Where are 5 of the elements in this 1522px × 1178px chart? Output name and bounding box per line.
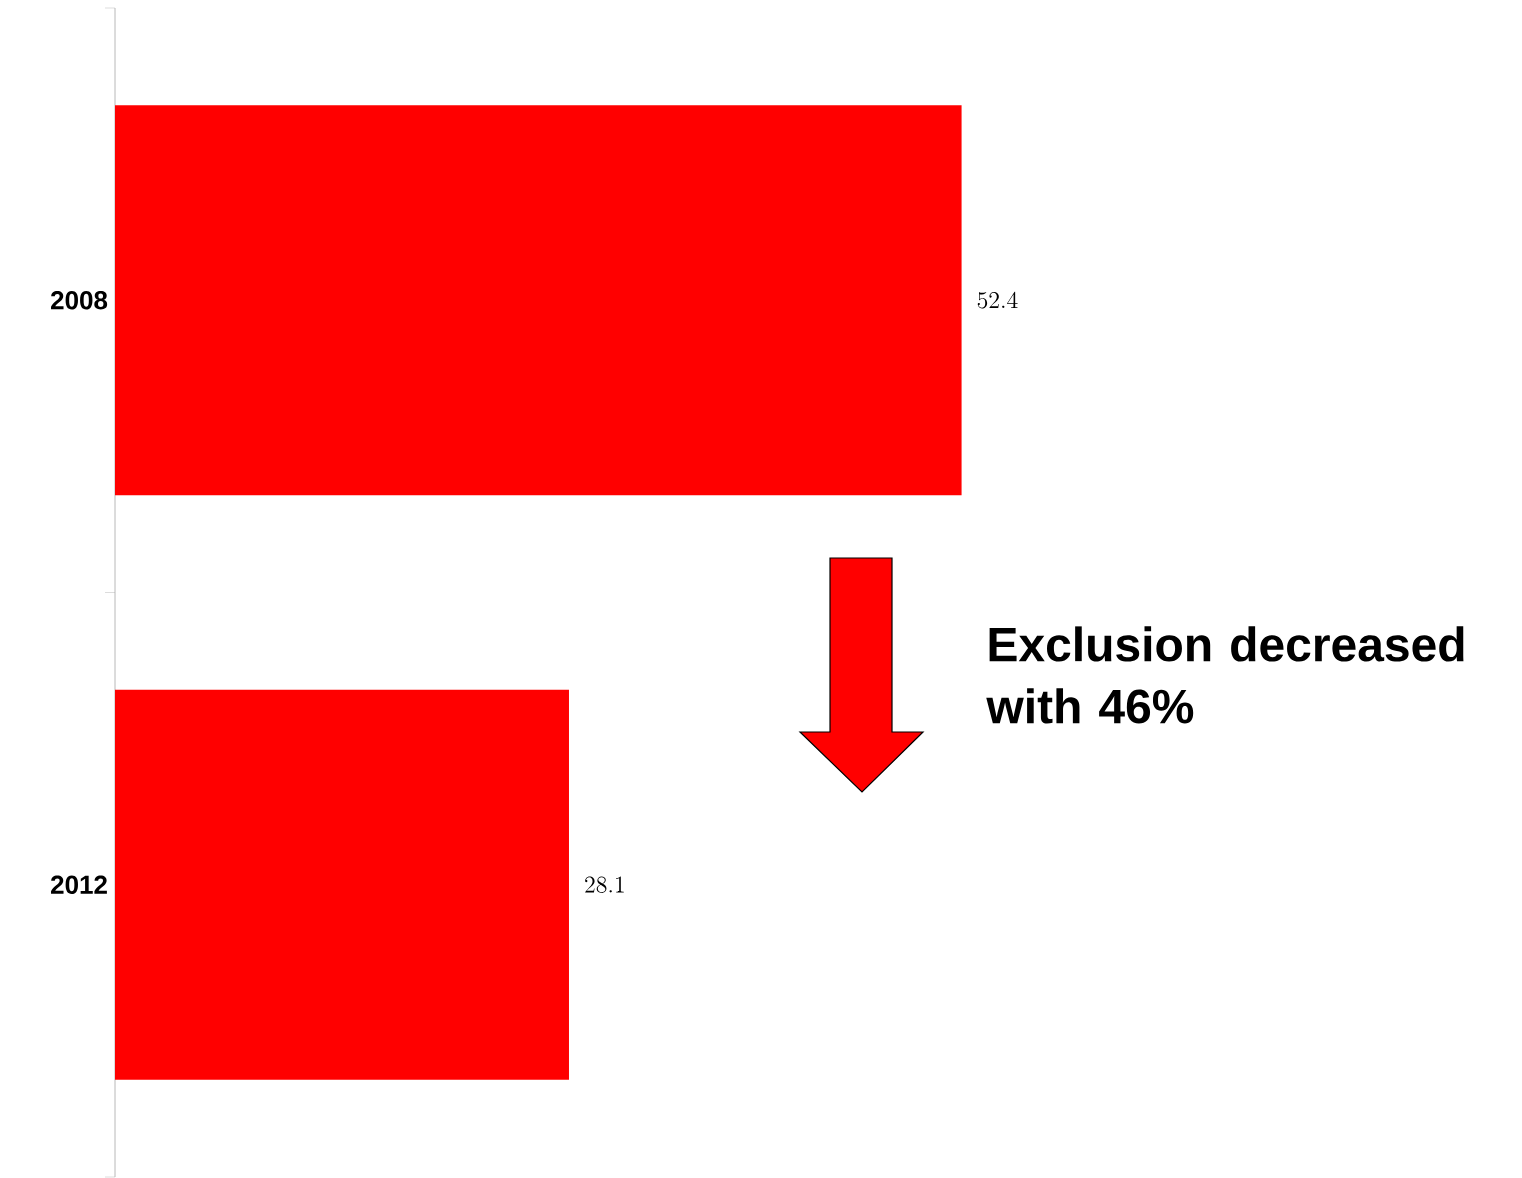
y-tick-label: 2008 xyxy=(51,291,108,310)
y-tick-label: 2012 xyxy=(51,875,107,894)
data-label: 52.4 xyxy=(977,291,1018,309)
text: Exclusion decreased with 46% xyxy=(986,626,1464,724)
data-label: 28. 1 xyxy=(585,876,624,893)
